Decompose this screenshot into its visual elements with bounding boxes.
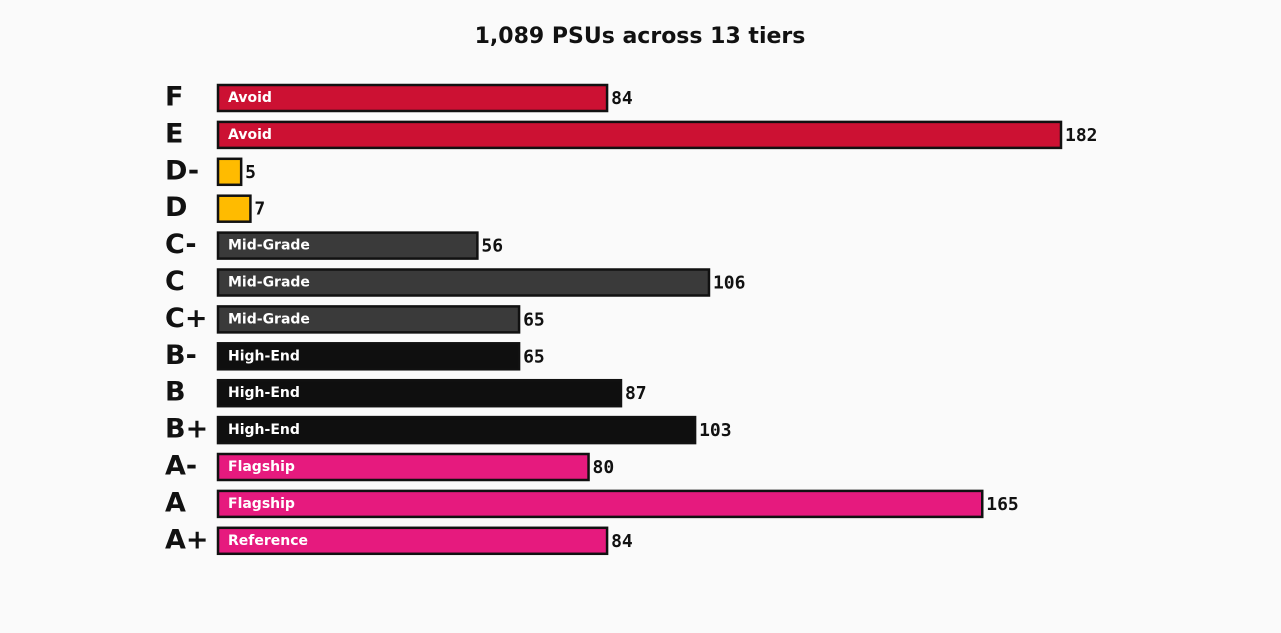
value-label: 84 (611, 531, 633, 552)
bar (216, 268, 711, 297)
bar (216, 157, 243, 187)
category-label: D (165, 192, 187, 223)
bar (216, 120, 1063, 150)
category-label: F (165, 82, 183, 113)
bar (216, 194, 252, 223)
bar (216, 452, 590, 482)
bar-label: Flagship (228, 496, 295, 512)
bar-label: Mid-Grade (228, 311, 310, 327)
bar-label: Flagship (228, 459, 295, 475)
bar (216, 489, 984, 519)
bar-label: Avoid (228, 90, 272, 106)
value-label: 80 (593, 457, 615, 478)
bar-label: Mid-Grade (228, 275, 310, 291)
bar (216, 305, 521, 334)
bar-label: Avoid (228, 127, 272, 143)
category-label: A (165, 487, 186, 518)
value-label: 165 (986, 494, 1019, 515)
value-label: 84 (611, 88, 633, 109)
bar (216, 378, 623, 408)
bar (216, 415, 697, 445)
category-label: D- (165, 155, 199, 186)
value-label: 56 (481, 236, 503, 257)
category-label: B- (165, 340, 197, 371)
bar-label: High-End (228, 348, 300, 364)
value-label: 106 (713, 273, 746, 294)
bar-label: High-End (228, 422, 300, 438)
category-label: B+ (165, 414, 208, 445)
bar (216, 342, 521, 371)
bar (216, 231, 479, 260)
value-label: 87 (625, 383, 647, 404)
value-label: 65 (523, 346, 545, 367)
value-label: 65 (523, 309, 545, 330)
value-label: 103 (699, 420, 732, 441)
value-label: 5 (245, 162, 256, 183)
chart-title: 1,089 PSUs across 13 tiers (475, 24, 806, 49)
category-label: A+ (165, 524, 209, 555)
category-label: A- (165, 451, 197, 482)
category-label: C (165, 266, 185, 297)
value-label: 7 (254, 199, 265, 220)
category-label: B (165, 377, 186, 408)
value-label: 182 (1065, 125, 1098, 146)
bar-label: Reference (228, 533, 308, 549)
bar-label: High-End (228, 385, 300, 401)
category-label: E (165, 118, 183, 149)
category-label: C+ (165, 303, 207, 334)
bar (216, 83, 609, 113)
category-label: C- (165, 229, 197, 260)
bar-label: Mid-Grade (228, 238, 310, 254)
bar (216, 526, 609, 556)
